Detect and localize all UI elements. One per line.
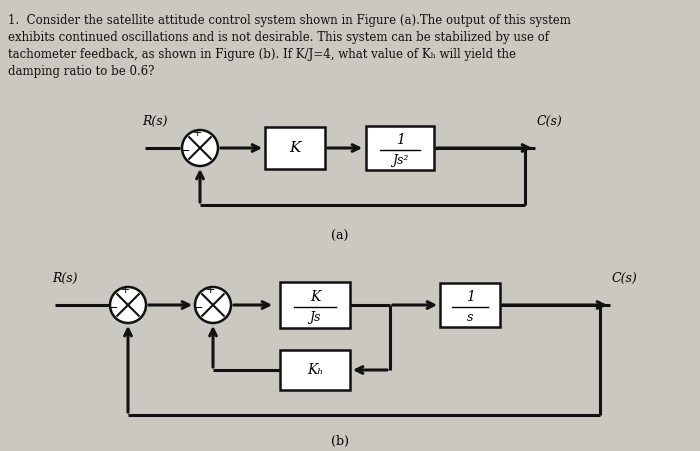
Text: +: +: [205, 285, 215, 295]
Text: −: −: [108, 302, 118, 314]
Text: s: s: [467, 311, 473, 324]
Bar: [440, 283, 500, 327]
Text: 1: 1: [395, 133, 405, 147]
Circle shape: [110, 287, 146, 323]
Text: exhibits continued oscillations and is not desirable. This system can be stabili: exhibits continued oscillations and is n…: [8, 31, 549, 44]
Text: R(s): R(s): [142, 115, 168, 128]
Text: −: −: [179, 144, 190, 157]
Text: (a): (a): [331, 230, 349, 243]
Text: R(s): R(s): [52, 272, 78, 285]
Circle shape: [195, 287, 231, 323]
Circle shape: [182, 130, 218, 166]
Bar: [280, 350, 350, 390]
Text: +: +: [120, 285, 130, 295]
Text: 1: 1: [466, 290, 475, 304]
Text: Kₕ: Kₕ: [307, 363, 323, 377]
Text: (b): (b): [331, 435, 349, 448]
Text: C(s): C(s): [612, 272, 638, 285]
Text: K: K: [289, 141, 301, 155]
Text: +: +: [193, 128, 202, 138]
Bar: [265, 127, 325, 169]
Bar: [280, 282, 350, 328]
Text: C(s): C(s): [537, 115, 563, 128]
Text: 1.  Consider the satellite attitude control system shown in Figure (a).The outpu: 1. Consider the satellite attitude contr…: [8, 14, 571, 27]
Text: −: −: [193, 302, 203, 314]
Text: K: K: [310, 290, 320, 304]
Bar: [366, 126, 434, 170]
Text: tachometer feedback, as shown in Figure (b). If K/J=4, what value of Kₕ will yie: tachometer feedback, as shown in Figure …: [8, 48, 516, 61]
Text: Js: Js: [309, 311, 321, 324]
Text: Js²: Js²: [392, 154, 408, 167]
Text: damping ratio to be 0.6?: damping ratio to be 0.6?: [8, 65, 155, 78]
